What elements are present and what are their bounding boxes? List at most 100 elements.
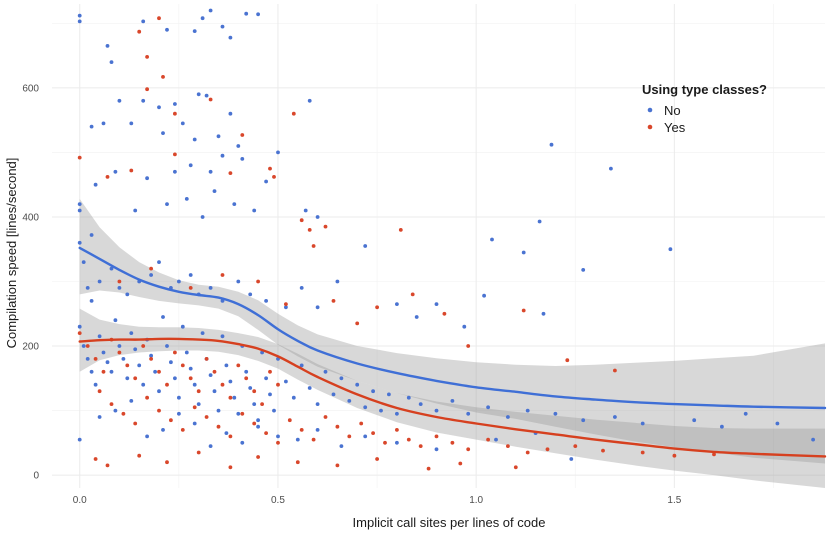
point-yes-68	[347, 434, 352, 439]
y-tick-label-0: 0	[33, 471, 39, 482]
point-no-55	[581, 268, 586, 272]
point-no-8	[208, 8, 213, 13]
point-no-84	[434, 302, 439, 306]
point-no-172	[77, 437, 82, 442]
point-no-104	[137, 363, 142, 368]
point-yes-61	[264, 431, 268, 435]
point-yes-38	[212, 369, 217, 374]
point-no-160	[486, 405, 490, 410]
x-axis-title: Implicit call sites per lines of code	[353, 515, 546, 530]
smooth-line-no	[78, 246, 827, 410]
point-no-92	[89, 369, 94, 374]
point-yes-69	[359, 421, 364, 426]
point-yes-21	[77, 331, 82, 335]
point-yes-112	[521, 308, 526, 313]
point-no-161	[506, 415, 510, 419]
point-no-63	[117, 286, 122, 290]
point-no-26	[228, 111, 233, 116]
point-no-3	[109, 60, 114, 64]
data-points	[77, 8, 815, 471]
point-no-169	[743, 411, 748, 416]
point-no-167	[692, 418, 697, 423]
point-no-1	[77, 19, 82, 24]
point-no-175	[129, 399, 134, 403]
point-yes-74	[418, 444, 423, 448]
point-no-189	[395, 440, 399, 445]
point-no-60	[89, 299, 94, 303]
confidence-band-no	[79, 198, 825, 464]
point-no-148	[347, 399, 352, 403]
point-no-178	[177, 411, 181, 416]
point-no-72	[208, 286, 213, 290]
point-no-50	[252, 208, 257, 213]
point-yes-50	[133, 421, 138, 426]
point-no-186	[315, 428, 320, 432]
point-yes-33	[173, 350, 177, 355]
point-no-23	[161, 131, 165, 136]
point-no-62	[109, 266, 114, 271]
point-yes-82	[573, 444, 578, 448]
point-yes-13	[228, 171, 233, 176]
point-yes-89	[137, 453, 142, 458]
point-no-46	[184, 197, 189, 201]
point-yes-73	[406, 437, 411, 442]
point-no-180	[208, 444, 213, 448]
point-no-2	[105, 44, 110, 48]
point-no-132	[248, 386, 253, 390]
point-no-116	[184, 350, 189, 355]
point-no-120	[200, 331, 205, 335]
point-yes-10	[105, 175, 110, 179]
legend-label-no: No	[664, 103, 681, 118]
point-no-126	[224, 363, 229, 368]
point-no-88	[541, 311, 546, 316]
point-no-18	[204, 93, 209, 98]
point-no-140	[284, 379, 288, 384]
point-no-39	[549, 142, 554, 147]
legend-key-no	[647, 107, 653, 113]
point-no-125	[220, 334, 225, 339]
point-yes-94	[295, 460, 300, 465]
point-yes-76	[450, 440, 455, 445]
point-yes-96	[375, 457, 379, 461]
point-no-168	[720, 424, 724, 429]
point-no-21	[101, 121, 106, 126]
point-no-185	[295, 437, 300, 442]
point-no-49	[232, 202, 237, 207]
point-yes-15	[272, 175, 276, 179]
point-no-25	[216, 134, 221, 139]
point-no-94	[97, 334, 102, 339]
point-no-45	[165, 202, 169, 207]
point-no-27	[236, 144, 241, 148]
point-yes-80	[525, 450, 530, 455]
point-no-36	[240, 157, 245, 161]
point-no-53	[490, 237, 494, 242]
point-no-95	[101, 350, 106, 355]
x-tick-label-2: 1.0	[469, 495, 483, 506]
x-tick-label-0: 0.0	[73, 495, 87, 506]
point-no-5	[165, 27, 169, 32]
point-no-57	[77, 240, 82, 245]
legend-label-yes: Yes	[664, 120, 686, 135]
point-no-149	[355, 382, 360, 387]
point-no-67	[157, 260, 161, 264]
point-no-107	[149, 353, 154, 358]
point-no-77	[284, 305, 288, 310]
point-no-89	[77, 324, 82, 329]
point-yes-43	[252, 389, 257, 394]
point-yes-37	[204, 357, 209, 361]
point-no-142	[299, 363, 304, 368]
point-yes-102	[188, 286, 193, 290]
point-no-61	[97, 279, 102, 284]
point-yes-49	[121, 411, 126, 416]
point-no-38	[276, 150, 280, 155]
point-no-124	[216, 408, 221, 413]
point-no-20	[129, 121, 134, 126]
point-no-59	[85, 286, 90, 290]
point-no-145	[323, 369, 328, 374]
legend-key-yes	[647, 124, 653, 130]
point-yes-92	[228, 465, 233, 470]
point-yes-114	[613, 368, 617, 373]
point-yes-90	[165, 460, 169, 465]
point-yes-31	[157, 369, 161, 374]
point-no-156	[418, 402, 423, 406]
